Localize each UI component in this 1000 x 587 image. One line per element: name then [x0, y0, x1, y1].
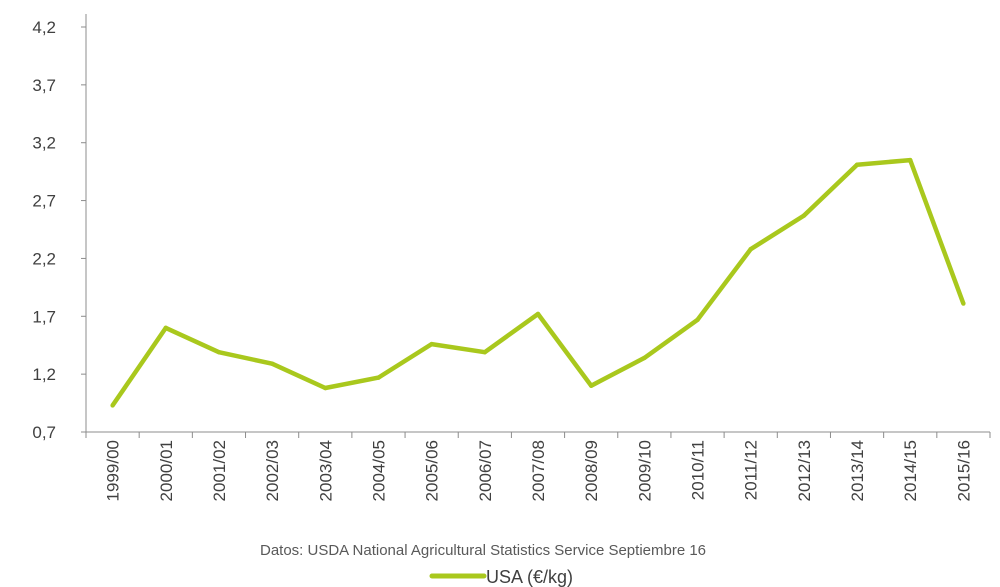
y-tick-label: 1,7 — [32, 307, 56, 326]
data-point — [535, 311, 541, 317]
x-tick-label: 2015/16 — [954, 440, 973, 501]
x-tick-label: 2008/09 — [582, 440, 601, 501]
x-axis-ticks: 1999/00 2000/01 2001/02 2002/03 2003/04 2004/… — [85, 432, 991, 501]
x-tick-label: 1999/00 — [104, 440, 123, 501]
data-point — [323, 385, 328, 391]
x-tick-label: 2011/12 — [742, 440, 761, 500]
y-tick-label: 3,7 — [32, 76, 56, 95]
x-tick-label: 2005/06 — [423, 440, 442, 501]
data-point — [588, 383, 594, 388]
x-tick-label: 2000/01 — [157, 440, 176, 501]
series-layer — [110, 157, 966, 408]
data-point — [216, 349, 222, 355]
data-point — [961, 301, 966, 306]
data-point — [695, 317, 700, 322]
data-point — [642, 355, 647, 361]
x-tick-label: 2001/02 — [210, 440, 229, 501]
data-point — [482, 349, 488, 355]
source-note: Datos: USDA National Agricultural Statis… — [260, 542, 706, 559]
legend: USA (€/kg) — [429, 567, 573, 587]
x-tick-label: 2014/15 — [901, 440, 920, 501]
x-tick-label: 2002/03 — [263, 440, 282, 501]
x-tick-label: 2004/05 — [369, 440, 388, 501]
data-point — [163, 325, 168, 331]
data-point — [429, 341, 434, 347]
y-tick-label: 2,7 — [32, 192, 56, 211]
x-tick-label: 2013/14 — [848, 440, 867, 501]
data-point — [801, 213, 807, 218]
x-tick-label: 2010/11 — [689, 440, 708, 500]
x-tick-label: 2007/08 — [529, 440, 548, 501]
data-point — [110, 403, 115, 408]
x-tick-label: 2003/04 — [316, 440, 335, 501]
legend-label-usa: USA (€/kg) — [486, 567, 573, 587]
y-tick-label: 4,2 — [32, 18, 56, 37]
x-tick-label: 2012/13 — [795, 440, 814, 501]
y-tick-label: 1,2 — [32, 365, 56, 384]
y-tick-label: 3,2 — [32, 134, 56, 153]
data-point — [908, 157, 913, 163]
y-tick-label: 2,2 — [32, 249, 56, 268]
x-tick-label: 2009/10 — [635, 440, 654, 501]
x-tick-label: 2006/07 — [476, 440, 495, 501]
data-point — [854, 162, 860, 167]
series-line-usa — [110, 157, 966, 407]
y-tick-label: 0,7 — [32, 423, 56, 442]
data-point — [748, 246, 753, 252]
data-point — [269, 361, 275, 366]
y-axis-ticks: 0,7 1,2 1,7 2,2 2,7 3,2 3,7 4,2 — [32, 18, 86, 442]
data-point — [376, 375, 381, 380]
